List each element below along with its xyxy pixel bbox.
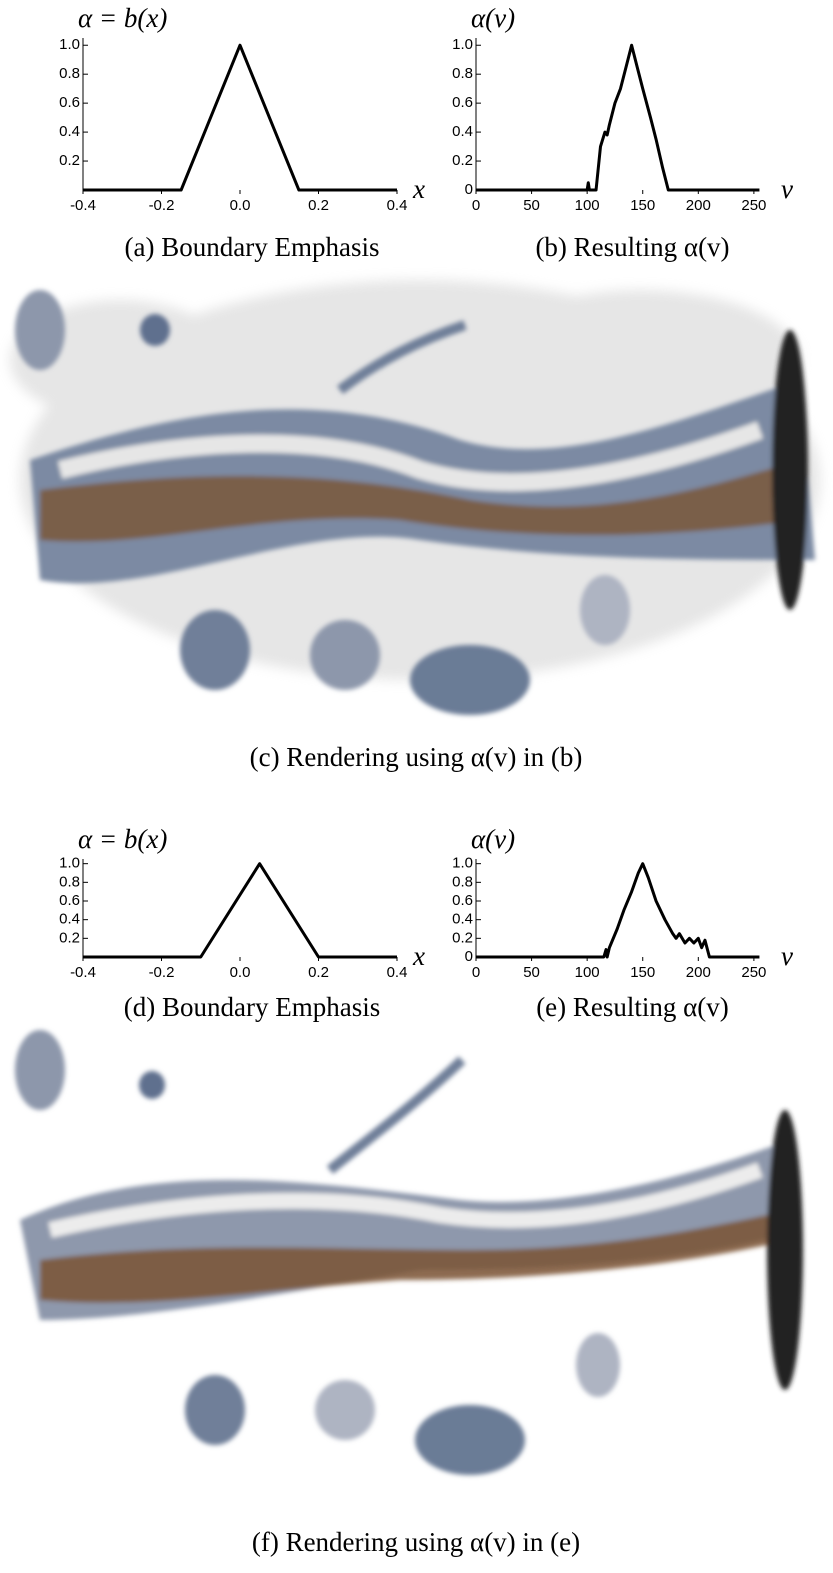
y-tick-label: 1.0 (452, 36, 473, 53)
x-tick-label: 250 (741, 964, 766, 981)
x-tick-label: 250 (741, 197, 766, 214)
x-tick-label: 0.4 (387, 197, 408, 214)
x-axis-label: x (412, 174, 425, 204)
y-tick-label: 0.2 (59, 152, 80, 169)
x-tick-label: 150 (630, 964, 655, 981)
y-tick-label: 0.2 (452, 929, 473, 946)
x-tick-label: -0.2 (149, 197, 175, 214)
x-tick-label: -0.4 (70, 197, 96, 214)
y-axis-label: α(v) (471, 3, 515, 33)
x-axis-label: v (781, 174, 793, 204)
y-tick-label: 0.6 (452, 892, 473, 909)
x-tick-label: 0.4 (387, 964, 408, 981)
y-tick-label: 0.4 (452, 123, 473, 140)
x-tick-label: 0 (472, 197, 480, 214)
y-tick-label: 0.2 (59, 929, 80, 946)
y-tick-label: 0.4 (59, 123, 80, 140)
chart-caption: (a) Boundary Emphasis (125, 232, 380, 262)
chart-caption: (b) Resulting α(v) (535, 232, 729, 262)
y-tick-label: 0.6 (59, 94, 80, 111)
y-tick-label: 0.4 (59, 911, 80, 928)
alpha-line (83, 43, 397, 192)
rendering-caption: (c) Rendering using α(v) in (b) (250, 742, 583, 772)
x-tick-label: 100 (575, 197, 600, 214)
y-tick-label: 0 (465, 181, 473, 198)
y-tick-label: 0 (465, 948, 473, 965)
alpha-line (476, 43, 760, 192)
x-tick-label: 0.2 (308, 197, 329, 214)
y-axis-label: α = b(x) (78, 3, 167, 33)
x-axis-label: v (781, 941, 793, 971)
x-tick-label: 0.0 (230, 197, 251, 214)
x-axis-label: x (412, 941, 425, 971)
y-tick-label: 0.2 (452, 152, 473, 169)
y-tick-label: 0.6 (59, 892, 80, 909)
y-axis-label: α(v) (471, 824, 515, 854)
chart-caption: (e) Resulting α(v) (536, 992, 729, 1022)
alpha-line (476, 862, 760, 959)
x-tick-label: 50 (523, 964, 540, 981)
y-tick-label: 0.8 (452, 65, 473, 82)
x-tick-label: -0.2 (149, 964, 175, 981)
x-tick-label: 50 (523, 197, 540, 214)
y-tick-label: 0.6 (452, 94, 473, 111)
y-tick-label: 1.0 (59, 36, 80, 53)
y-tick-label: 0.8 (59, 65, 80, 82)
y-tick-label: 0.8 (59, 873, 80, 890)
x-tick-label: 0.2 (308, 964, 329, 981)
x-tick-label: -0.4 (70, 964, 96, 981)
chart-caption: (d) Boundary Emphasis (124, 992, 380, 1022)
rendering-f (15, 1030, 803, 1475)
rendering-caption: (f) Rendering using α(v) in (e) (252, 1527, 580, 1557)
x-tick-label: 0 (472, 964, 480, 981)
x-tick-label: 0.0 (230, 964, 251, 981)
y-tick-label: 1.0 (59, 855, 80, 872)
y-tick-label: 0.8 (452, 873, 473, 890)
y-tick-label: 1.0 (452, 855, 473, 872)
rendering-c (10, 280, 820, 715)
x-tick-label: 200 (686, 964, 711, 981)
y-axis-label: α = b(x) (78, 824, 167, 854)
x-tick-label: 100 (575, 964, 600, 981)
x-tick-label: 150 (630, 197, 655, 214)
x-tick-label: 200 (686, 197, 711, 214)
y-tick-label: 0.4 (452, 911, 473, 928)
alpha-line (83, 862, 397, 959)
